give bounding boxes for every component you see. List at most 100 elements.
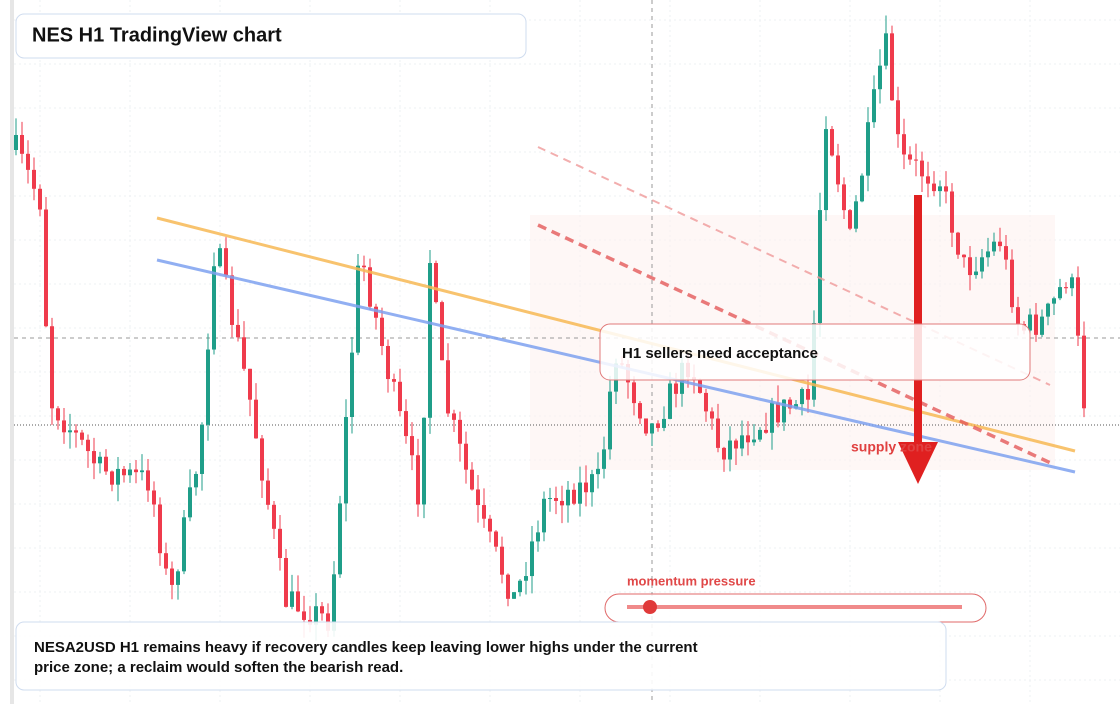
candle-body [1004, 246, 1008, 260]
left-edge [10, 0, 14, 704]
candle-body [548, 498, 552, 500]
candle-body [368, 267, 372, 307]
candle-body [230, 275, 234, 325]
candle-body [824, 129, 828, 211]
candle-body [782, 399, 786, 423]
candle-body [872, 89, 876, 123]
candle-body [428, 263, 432, 418]
candle-body [482, 505, 486, 519]
candle-body [56, 408, 60, 421]
candle-body [374, 306, 378, 318]
candle-body [788, 399, 792, 409]
candle-body [836, 155, 840, 185]
candle-body [590, 474, 594, 493]
candle-body [266, 480, 270, 505]
candle-body [950, 191, 954, 233]
candle-body [182, 517, 186, 572]
candle-body [524, 576, 528, 581]
candle-body [752, 439, 756, 443]
arrow-head [898, 442, 938, 484]
candle-body [338, 503, 342, 575]
candle-body [716, 418, 720, 448]
candle-body [1070, 277, 1074, 289]
candle-body [476, 489, 480, 506]
candle-body [242, 337, 246, 369]
candle-body [758, 429, 762, 440]
candle-body [38, 188, 42, 210]
candle-body [926, 176, 930, 184]
candle-body [578, 482, 582, 504]
candle-body [890, 33, 894, 101]
candle-body [920, 160, 924, 177]
caption-box [15, 621, 947, 691]
candle-body [296, 591, 300, 612]
candle-body [62, 420, 66, 433]
candle-body [110, 471, 114, 485]
candle-body [422, 417, 426, 505]
candle-body [956, 232, 960, 255]
candle-body [452, 413, 456, 420]
candle-body [674, 383, 678, 394]
candle-body [26, 153, 30, 170]
candle-body [806, 388, 810, 400]
candle-body [602, 449, 606, 469]
channel-dashed-light [537, 146, 1051, 386]
candle-body [896, 100, 900, 135]
candle-body [854, 201, 858, 229]
candle-body [656, 423, 660, 428]
candle-body [146, 470, 150, 491]
candle-body [662, 418, 666, 428]
candle-body [962, 254, 966, 258]
candle-body [392, 379, 396, 382]
candle-body [344, 417, 348, 504]
candle-body [914, 159, 918, 161]
candle-body [638, 403, 642, 419]
candle-body [632, 382, 636, 404]
candle-body [380, 317, 384, 346]
candle-body [464, 443, 468, 470]
candle-body [80, 432, 84, 440]
candle-body [512, 592, 516, 599]
title: NES H1 TradingView chart [32, 24, 282, 46]
candle-body [542, 498, 546, 533]
candle-body [86, 439, 90, 452]
candle-body [944, 186, 948, 192]
candle-body [200, 424, 204, 474]
candle-body [170, 568, 174, 585]
candle-body [968, 257, 972, 276]
candle-body [290, 591, 294, 607]
candle-body [518, 580, 522, 593]
candle-body [278, 528, 282, 558]
candle-body [494, 531, 498, 547]
caption-line: price zone; a reclaim would soften the b… [34, 659, 403, 676]
caption-line: NESA2USD H1 remains heavy if recovery ca… [34, 639, 698, 656]
candle-body [446, 360, 450, 414]
zone-label: supply zone [851, 439, 932, 455]
candle-body [644, 418, 648, 434]
candle-body [506, 574, 510, 599]
candle-body [572, 489, 576, 504]
candle-body [884, 33, 888, 66]
candle-body [1064, 287, 1068, 289]
candles [14, 15, 1086, 641]
candle-body [584, 482, 588, 493]
candle-body [770, 402, 774, 433]
candle-body [740, 435, 744, 449]
candle-body [248, 368, 252, 400]
candle-body [1040, 316, 1044, 335]
candle-body [188, 487, 192, 518]
candle-body [416, 455, 420, 505]
candle-body [878, 65, 882, 90]
callout-text: H1 sellers need acceptance [622, 345, 818, 362]
candle-body [1016, 307, 1020, 325]
candle-body [404, 411, 408, 437]
candle-body [254, 399, 258, 439]
momentum-knob[interactable] [643, 600, 657, 614]
candle-body [458, 419, 462, 444]
candle-body [992, 241, 996, 252]
candle-body [320, 606, 324, 614]
candle-body [176, 571, 180, 585]
candle-body [1082, 335, 1086, 409]
candle-body [206, 349, 210, 425]
